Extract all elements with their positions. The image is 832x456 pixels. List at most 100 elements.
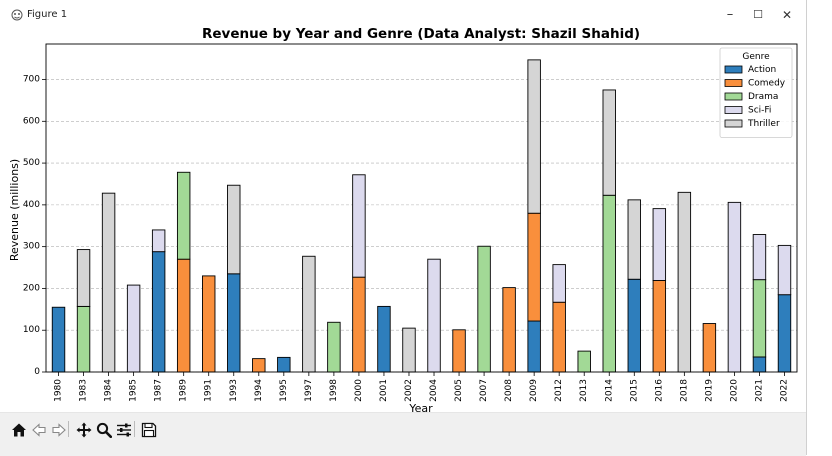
- legend-swatch: [724, 106, 743, 114]
- forward-icon: [51, 423, 66, 437]
- legend-swatch: [724, 119, 743, 128]
- y-tick-label: 200: [23, 283, 40, 293]
- x-tick-label: 1995: [279, 379, 289, 402]
- minimize-button[interactable]: –: [726, 7, 734, 22]
- title-bar: Figure 1 – ☐ ✕: [0, 0, 806, 30]
- axes: 1980 1983 1984 1985 1987 1989 1991 1993 1994 1995…: [23, 43, 798, 402]
- y-tick-label: 0: [34, 367, 40, 377]
- bar-sci-fi-2022: [777, 244, 792, 296]
- bar-comedy-2019: [702, 323, 717, 373]
- legend-title: Genre: [742, 52, 770, 62]
- bar-thriller-2015: [627, 199, 641, 280]
- x-tick-label: 2016: [654, 379, 664, 402]
- app-icon: [11, 9, 23, 21]
- x-tick-label: 2022: [779, 379, 789, 402]
- y-tick-label: 500: [23, 158, 40, 168]
- bar-action-1993: [227, 273, 241, 373]
- legend-label: Drama: [748, 92, 778, 102]
- bar-thriller-1993: [227, 184, 241, 275]
- maximize-button[interactable]: ☐: [753, 8, 763, 21]
- home-button[interactable]: [8, 419, 29, 441]
- plot-frame: [45, 43, 798, 373]
- bar-comedy-2008: [502, 287, 516, 373]
- navigation-toolbar: [0, 412, 806, 456]
- bar-thriller-1983: [76, 249, 91, 307]
- legend-label: Sci-Fi: [748, 106, 771, 116]
- bar-drama-1989: [176, 171, 191, 260]
- y-tick-label: 700: [23, 75, 40, 85]
- x-tick-label: 1991: [204, 379, 214, 402]
- bar-drama-2021: [752, 279, 767, 358]
- back-button[interactable]: [28, 419, 49, 441]
- bar-comedy-1994: [252, 358, 266, 373]
- x-tick-label: 2020: [729, 379, 739, 402]
- bar-action-2009: [527, 320, 541, 373]
- bar-comedy-1989: [176, 258, 191, 373]
- bar-thriller-2018: [677, 191, 692, 373]
- x-tick-label: 2018: [679, 379, 689, 402]
- bar-sci-fi-1985: [126, 284, 141, 373]
- window-title: Figure 1: [27, 9, 68, 20]
- bar-action-2021: [752, 356, 767, 373]
- y-tick-label: 100: [23, 325, 40, 335]
- save-button[interactable]: [138, 419, 159, 441]
- x-tick-label: 2000: [354, 379, 364, 402]
- x-tick-label: 2009: [529, 379, 539, 402]
- x-tick-label: 2013: [579, 379, 589, 402]
- x-tick-label: 1980: [54, 379, 64, 402]
- y-axis-label: Revenue (millions): [8, 159, 21, 261]
- x-tick-label: 2021: [754, 379, 764, 402]
- bar-sci-fi-2016: [652, 208, 667, 281]
- bar-drama-2007: [477, 245, 491, 373]
- pan-icon: [76, 422, 91, 438]
- legend-swatch: [724, 65, 743, 74]
- x-tick-label: 1987: [154, 379, 164, 402]
- x-tick-label: 1985: [129, 379, 139, 402]
- bar-comedy-2012: [552, 301, 566, 373]
- back-icon: [31, 423, 46, 437]
- legend-label: Thriller: [747, 119, 780, 129]
- y-tick-label: 300: [23, 242, 40, 252]
- bar-comedy-2005: [452, 329, 466, 373]
- legend-label: Action: [748, 65, 776, 75]
- x-tick-label: 1997: [304, 379, 314, 402]
- bar-comedy-2016: [652, 280, 667, 373]
- bar-sci-fi-1987: [151, 229, 166, 253]
- forward-button[interactable]: [48, 419, 69, 441]
- configure-subplots-button[interactable]: [113, 419, 134, 441]
- close-button[interactable]: ✕: [781, 8, 793, 22]
- x-tick-label: 2007: [479, 379, 489, 402]
- x-tick-label: 2004: [429, 379, 439, 402]
- chart-title: Revenue by Year and Genre (Data Analyst:…: [202, 26, 640, 42]
- legend-swatch: [724, 92, 743, 101]
- bar-comedy-1991: [202, 275, 216, 373]
- x-tick-label: 2005: [454, 379, 464, 402]
- x-tick-label: 2019: [704, 379, 714, 402]
- x-tick-label: 2008: [504, 379, 514, 402]
- legend-swatch: [724, 79, 743, 87]
- bar-drama-2014: [602, 194, 616, 373]
- bar-sci-fi-2021: [752, 234, 767, 281]
- bar-thriller-2014: [602, 89, 616, 196]
- zoom-button[interactable]: [93, 419, 114, 441]
- x-tick-label: 1983: [79, 379, 89, 402]
- bars: [51, 59, 792, 373]
- zoom-icon: [96, 422, 112, 438]
- pan-button[interactable]: [73, 419, 94, 441]
- x-tick-label: 1998: [329, 379, 339, 402]
- bar-drama-1998: [327, 321, 341, 373]
- bar-comedy-2009: [527, 212, 541, 322]
- x-tick-label: 1989: [179, 379, 189, 402]
- configure-subplots-icon: [116, 423, 131, 437]
- bar-thriller-2002: [402, 327, 416, 373]
- x-tick-label: 2012: [554, 379, 564, 402]
- figure-window: Figure 1 – ☐ ✕ Revenue by Year and Genre…: [0, 0, 807, 456]
- bar-sci-fi-2020: [727, 201, 742, 373]
- x-tick-label: 1993: [229, 379, 239, 402]
- chart: Revenue by Year and Genre (Data Analyst:…: [8, 26, 798, 412]
- toolbar-separator: [134, 421, 135, 437]
- bar-thriller-1997: [302, 255, 316, 373]
- bar-action-2001: [377, 305, 391, 373]
- x-axis-label: Year: [408, 402, 433, 412]
- x-tick-label: 2015: [629, 379, 639, 402]
